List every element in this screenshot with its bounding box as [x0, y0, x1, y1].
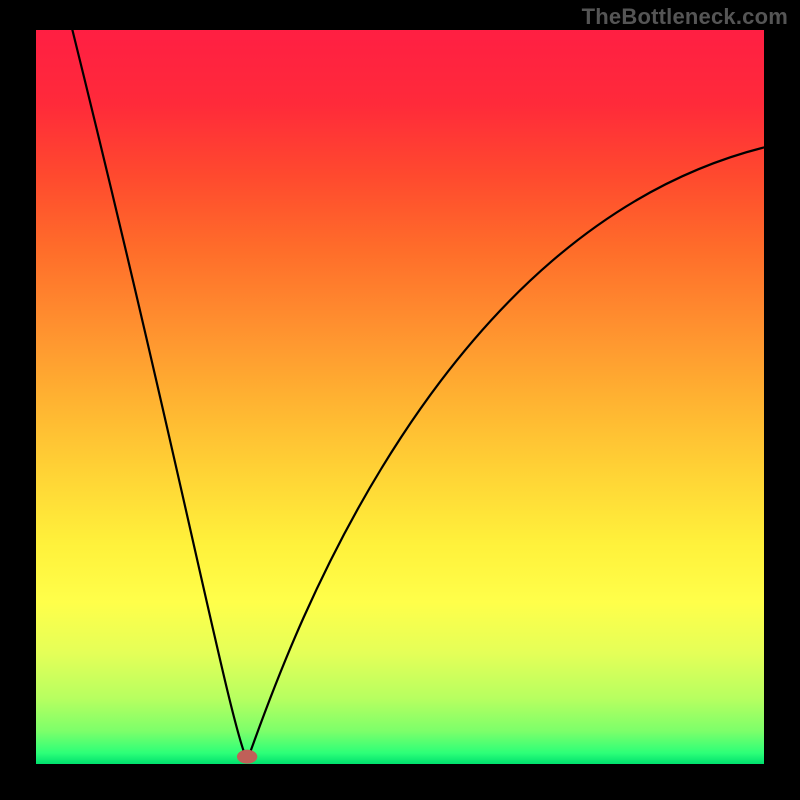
chart-root: TheBottleneck.com [0, 0, 800, 800]
optimum-marker [237, 750, 257, 764]
chart-svg [0, 0, 800, 800]
watermark-text: TheBottleneck.com [582, 4, 788, 30]
plot-area [36, 30, 764, 764]
